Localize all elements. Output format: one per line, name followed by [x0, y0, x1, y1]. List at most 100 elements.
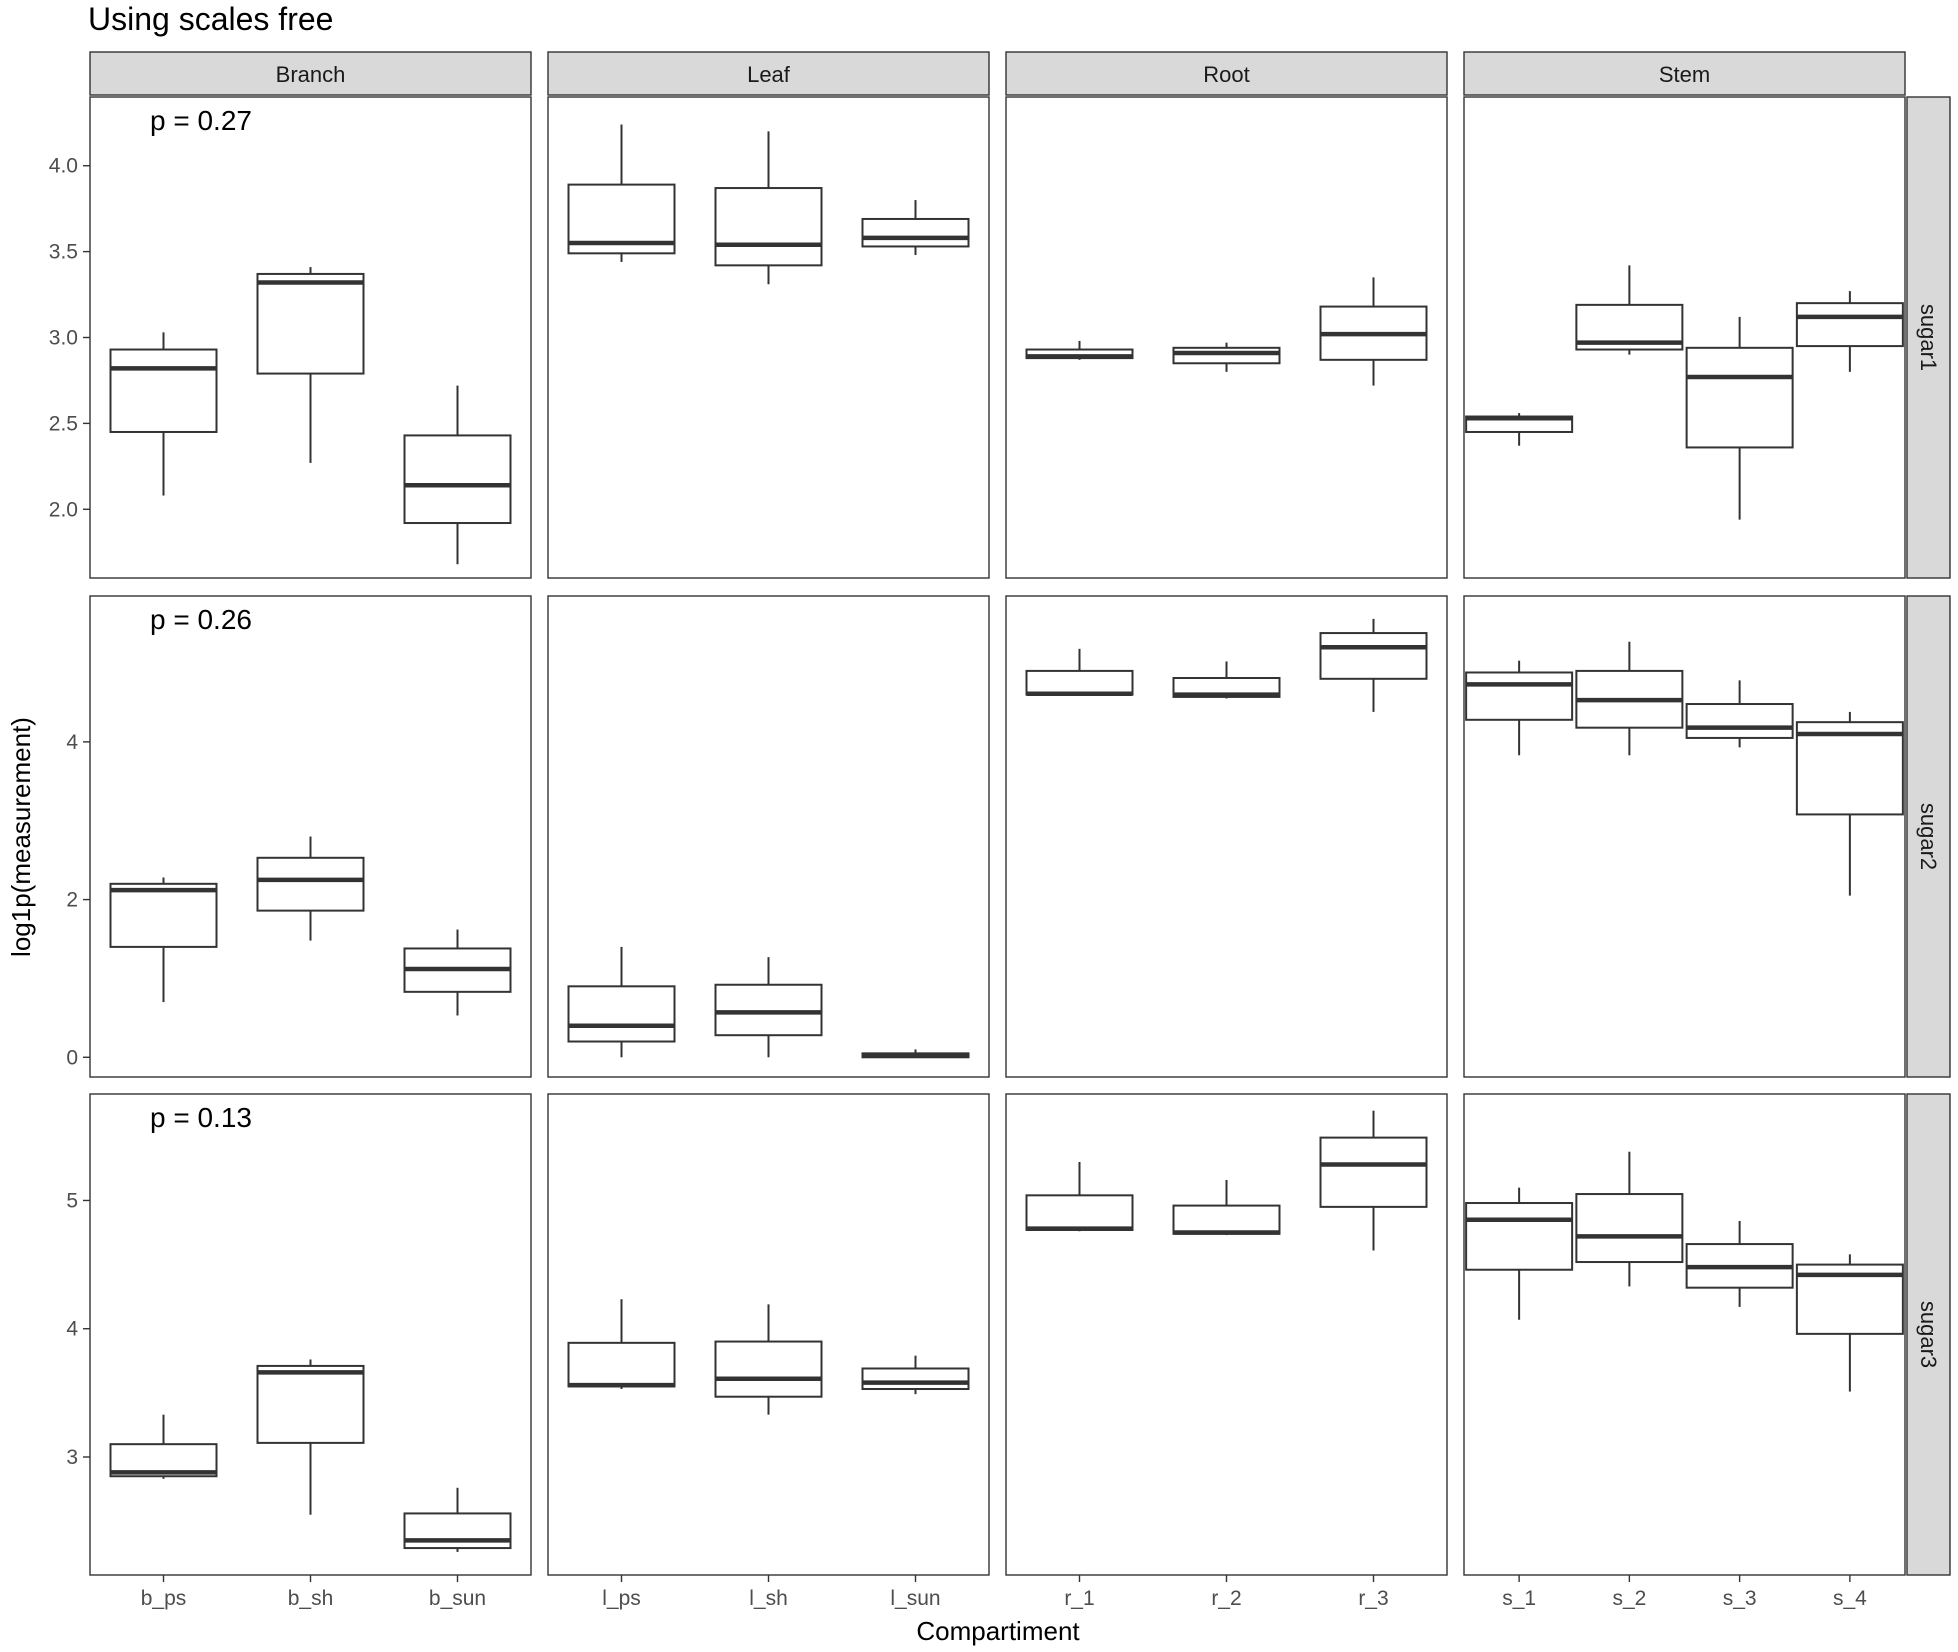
box-s_3-sugar3: [1685, 1220, 1794, 1307]
iqr-box: [714, 1340, 823, 1398]
iqr-box: [567, 1341, 676, 1388]
y-tick-label: 3: [66, 1446, 78, 1469]
box-l_ps-sugar1: [567, 124, 676, 262]
facet-strip-sugar2: [1906, 595, 1951, 1078]
box-s_1-sugar2: [1465, 660, 1574, 756]
facet-strip-stem: [1463, 51, 1906, 96]
facet-strip-leaf: [547, 51, 990, 96]
facet-strip-label-stem: Stem: [1659, 62, 1710, 87]
y-tick-label: 2.5: [49, 412, 78, 435]
box-l_sun-sugar3: [861, 1355, 970, 1395]
panel-sugar3-stem: [1463, 1093, 1906, 1576]
box-r_3-sugar1: [1319, 277, 1428, 386]
facet-strip-label-root: Root: [1203, 62, 1249, 87]
iqr-box: [861, 217, 970, 248]
panel-sugar1-branch: [89, 96, 532, 579]
box-s_3-sugar1: [1685, 316, 1794, 520]
y-tick-label: 5: [66, 1189, 78, 1212]
x-tick-label-l_sh: l_sh: [749, 1587, 788, 1610]
y-tick-label: 0: [66, 1046, 78, 1069]
facet-strip-sugar1: [1906, 96, 1951, 579]
box-l_ps-sugar3: [567, 1299, 676, 1390]
x-tick-label-l_ps: l_ps: [602, 1587, 641, 1610]
x-tick-label-s_1: s_1: [1502, 1587, 1536, 1610]
box-l_sh-sugar3: [714, 1304, 823, 1415]
iqr-box: [1319, 1136, 1428, 1208]
x-tick-label-r_3: r_3: [1358, 1587, 1388, 1610]
y-tick-label: 2.0: [49, 498, 78, 521]
y-tick-label: 4: [66, 1318, 78, 1341]
x-tick-label-l_sun: l_sun: [890, 1587, 940, 1610]
iqr-box: [256, 856, 365, 912]
box-s_1-sugar1: [1465, 413, 1574, 446]
box-b_ps-sugar2: [109, 877, 218, 1003]
y-tick-label: 4: [66, 731, 78, 754]
box-s_1-sugar3: [1465, 1187, 1574, 1320]
box-b_sun-sugar3: [403, 1487, 512, 1552]
iqr-box: [1025, 1194, 1134, 1231]
x-tick-label-b_ps: b_ps: [141, 1587, 187, 1610]
panel-border: [1463, 595, 1906, 1078]
x-tick-label-s_3: s_3: [1723, 1587, 1757, 1610]
box-r_1-sugar2: [1025, 648, 1134, 697]
x-tick-label-r_1: r_1: [1064, 1587, 1094, 1610]
iqr-box: [567, 985, 676, 1043]
x-tick-label-s_2: s_2: [1612, 1587, 1646, 1610]
box-s_3-sugar2: [1685, 680, 1794, 748]
panel-sugar2-stem: [1463, 595, 1906, 1078]
y-tick-label: 2: [66, 889, 78, 912]
iqr-box: [256, 1364, 365, 1444]
box-r_2-sugar1: [1172, 342, 1281, 372]
box-b_ps-sugar1: [109, 332, 218, 496]
iqr-box: [714, 983, 823, 1037]
box-s_4-sugar1: [1795, 291, 1904, 372]
facet-strip-sugar3: [1906, 1093, 1951, 1576]
iqr-box: [1319, 632, 1428, 680]
iqr-box: [1575, 1193, 1684, 1264]
iqr-box: [1465, 1202, 1574, 1271]
box-b_sun-sugar1: [403, 385, 512, 565]
box-l_sun-sugar2: [861, 1049, 970, 1059]
panel-sugar3-branch: [89, 1093, 532, 1576]
box-r_3-sugar3: [1319, 1110, 1428, 1251]
iqr-box: [1795, 721, 1904, 816]
plot-area: Branch Leaf Root Stem sugar1 2.0 2.5 3.0 3.5 4.0 p…: [49, 51, 1951, 1610]
box-r_1-sugar1: [1025, 340, 1134, 360]
iqr-box: [1172, 677, 1281, 698]
y-tick-label: 3.5: [49, 241, 78, 264]
box-r_3-sugar2: [1319, 618, 1428, 712]
box-b_sh-sugar1: [256, 267, 365, 463]
box-b_sh-sugar3: [256, 1359, 365, 1515]
chart-title: Using scales free: [88, 1, 333, 37]
p-value-annotation-sugar3: p = 0.13: [150, 1102, 252, 1133]
box-l_sh-sugar2: [714, 957, 823, 1058]
x-tick-label-r_2: r_2: [1211, 1587, 1241, 1610]
panel-sugar3-leaf: [547, 1093, 990, 1576]
iqr-box: [256, 272, 365, 375]
box-s_4-sugar3: [1795, 1254, 1904, 1392]
facet-strip-label-leaf: Leaf: [747, 62, 791, 87]
panel-sugar1-stem: [1463, 96, 1906, 579]
facet-strip-label-sugar1: sugar1: [1916, 304, 1941, 371]
iqr-box: [1685, 703, 1794, 739]
box-l_sun-sugar1: [861, 200, 970, 256]
facet-strip-label-sugar2: sugar2: [1916, 803, 1941, 870]
panel-sugar2-leaf: [547, 595, 990, 1078]
box-s_4-sugar2: [1795, 711, 1904, 896]
iqr-box: [1172, 1204, 1281, 1235]
iqr-box: [403, 434, 512, 525]
x-axis-title: Compartiment: [916, 1616, 1080, 1646]
box-r_2-sugar2: [1172, 661, 1281, 699]
panel-sugar2-branch: [89, 595, 532, 1078]
panel-sugar2-root: [1005, 595, 1448, 1078]
facet-strip-label-sugar3: sugar3: [1916, 1301, 1941, 1368]
panel-sugar3-root: [1005, 1093, 1448, 1576]
box-b_sh-sugar2: [256, 836, 365, 941]
y-tick-label: 4.0: [49, 155, 78, 178]
panel-sugar1-root: [1005, 96, 1448, 579]
iqr-box: [109, 348, 218, 433]
iqr-box: [109, 882, 218, 948]
x-tick-label-b_sh: b_sh: [288, 1587, 334, 1610]
p-value-annotation-sugar2: p = 0.26: [150, 604, 252, 635]
